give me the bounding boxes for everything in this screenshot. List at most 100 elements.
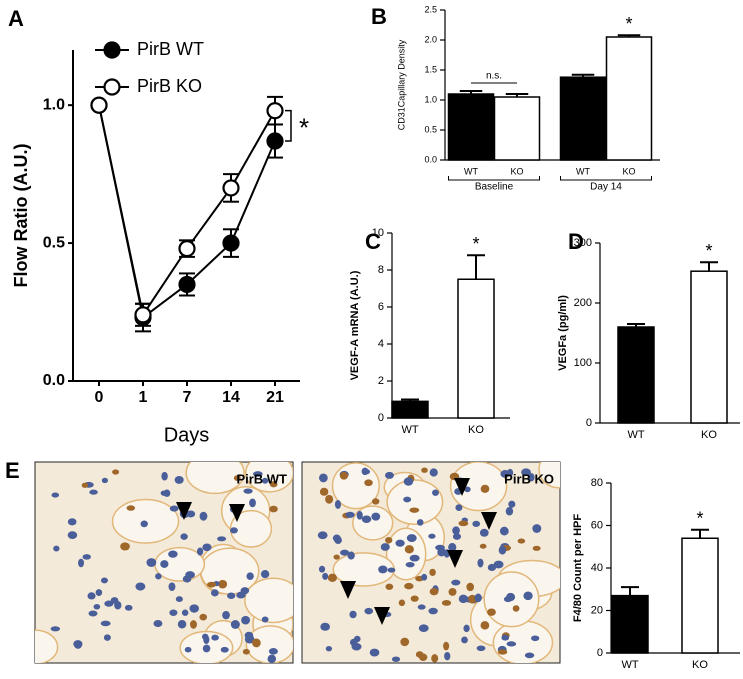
x-tick-label: KO	[692, 659, 708, 671]
nucleus	[364, 479, 373, 487]
x-tick-label: KO	[510, 166, 523, 176]
nucleus	[126, 505, 136, 511]
nucleus	[175, 596, 183, 603]
nucleus	[429, 568, 436, 577]
nucleus	[476, 645, 486, 652]
y-tick-label: 4	[378, 338, 384, 350]
y-tick-label: 0.5	[424, 124, 437, 134]
group-label: Day 14	[590, 182, 622, 193]
bar	[690, 270, 728, 424]
data-point	[178, 240, 196, 258]
nucleus	[507, 468, 514, 477]
nucleus	[155, 573, 162, 580]
nucleus	[428, 607, 438, 615]
nucleus	[325, 494, 334, 504]
nucleus	[435, 544, 445, 551]
nucleus	[441, 599, 452, 606]
nucleus	[472, 520, 481, 528]
fat-cell	[386, 479, 444, 525]
nucleus	[421, 573, 428, 581]
nucleus	[103, 634, 111, 641]
fat-cell	[538, 462, 560, 489]
nucleus	[506, 592, 516, 602]
nucleus	[487, 608, 496, 616]
nucleus	[210, 589, 219, 597]
nucleus	[524, 652, 535, 659]
y-tick-label: 60	[591, 519, 603, 531]
bar	[391, 400, 429, 419]
x-tick-label: WT	[627, 429, 644, 441]
nucleus	[400, 637, 410, 647]
nucleus	[361, 515, 372, 523]
nucleus	[184, 646, 192, 653]
fat-cell	[385, 527, 427, 581]
y-tick-label: 2.0	[424, 34, 437, 44]
nucleus	[532, 545, 541, 551]
y-tick-label: 100	[574, 357, 592, 369]
bar	[681, 537, 719, 654]
group-label: Baseline	[475, 182, 514, 193]
nucleus	[95, 589, 103, 597]
micrograph-texture	[35, 462, 293, 663]
nucleus	[378, 565, 388, 574]
y-tick-label: 1.0	[424, 94, 437, 104]
y-axis-label: VEGFa (pg/ml)	[557, 295, 569, 371]
bar	[457, 278, 495, 419]
x-tick-label: WT	[621, 659, 638, 671]
arrowhead	[481, 512, 497, 530]
y-tick-label: 1.0	[43, 96, 65, 113]
nucleus	[443, 641, 450, 651]
y-axis-label: F4/80 Count per HPF	[572, 514, 584, 622]
nucleus	[452, 526, 460, 535]
nucleus	[369, 648, 380, 657]
nucleus	[246, 572, 254, 580]
nucleus	[431, 654, 439, 663]
nucleus	[93, 603, 101, 610]
nucleus	[448, 587, 457, 596]
arrowhead	[374, 607, 390, 625]
nucleus	[497, 649, 508, 655]
nucleus	[410, 595, 419, 602]
fat-cell	[244, 577, 293, 624]
data-point	[134, 306, 152, 324]
nucleus	[380, 543, 390, 551]
nucleus	[160, 490, 167, 496]
nucleus	[409, 507, 420, 513]
y-axis-label: VEGF-A mRNA (A.U.)	[349, 270, 361, 380]
nucleus	[466, 582, 475, 592]
nucleus	[415, 651, 424, 658]
x-tick-label: 14	[222, 389, 240, 406]
nucleus	[87, 592, 96, 600]
nucleus	[405, 561, 415, 568]
y-tick-label: 0.0	[424, 154, 437, 164]
nucleus	[124, 604, 133, 611]
nucleus	[222, 610, 230, 620]
y-axis-label: CD31Capillary Density	[396, 39, 406, 130]
nucleus	[261, 616, 269, 623]
nucleus	[67, 531, 78, 540]
nucleus	[428, 533, 436, 539]
nucleus	[78, 558, 85, 568]
nucleus	[523, 591, 533, 601]
nucleus	[384, 471, 394, 479]
nucleus	[493, 560, 504, 569]
annotation: *	[299, 113, 309, 143]
nucleus	[356, 510, 363, 520]
nucleus	[81, 482, 89, 488]
nucleus	[505, 506, 514, 516]
nucleus	[429, 468, 438, 477]
legend-marker	[103, 41, 121, 59]
nucleus	[479, 528, 489, 537]
arrowhead	[454, 478, 470, 496]
nucleus	[339, 471, 349, 480]
nucleus	[474, 593, 482, 603]
nucleus	[135, 582, 146, 591]
nucleus	[322, 572, 329, 580]
legend-label: PirB WT	[137, 39, 204, 59]
nucleus	[201, 633, 209, 640]
nucleus	[531, 635, 540, 642]
significance-bracket	[285, 109, 292, 142]
nucleus	[199, 613, 208, 621]
nucleus	[444, 651, 451, 661]
